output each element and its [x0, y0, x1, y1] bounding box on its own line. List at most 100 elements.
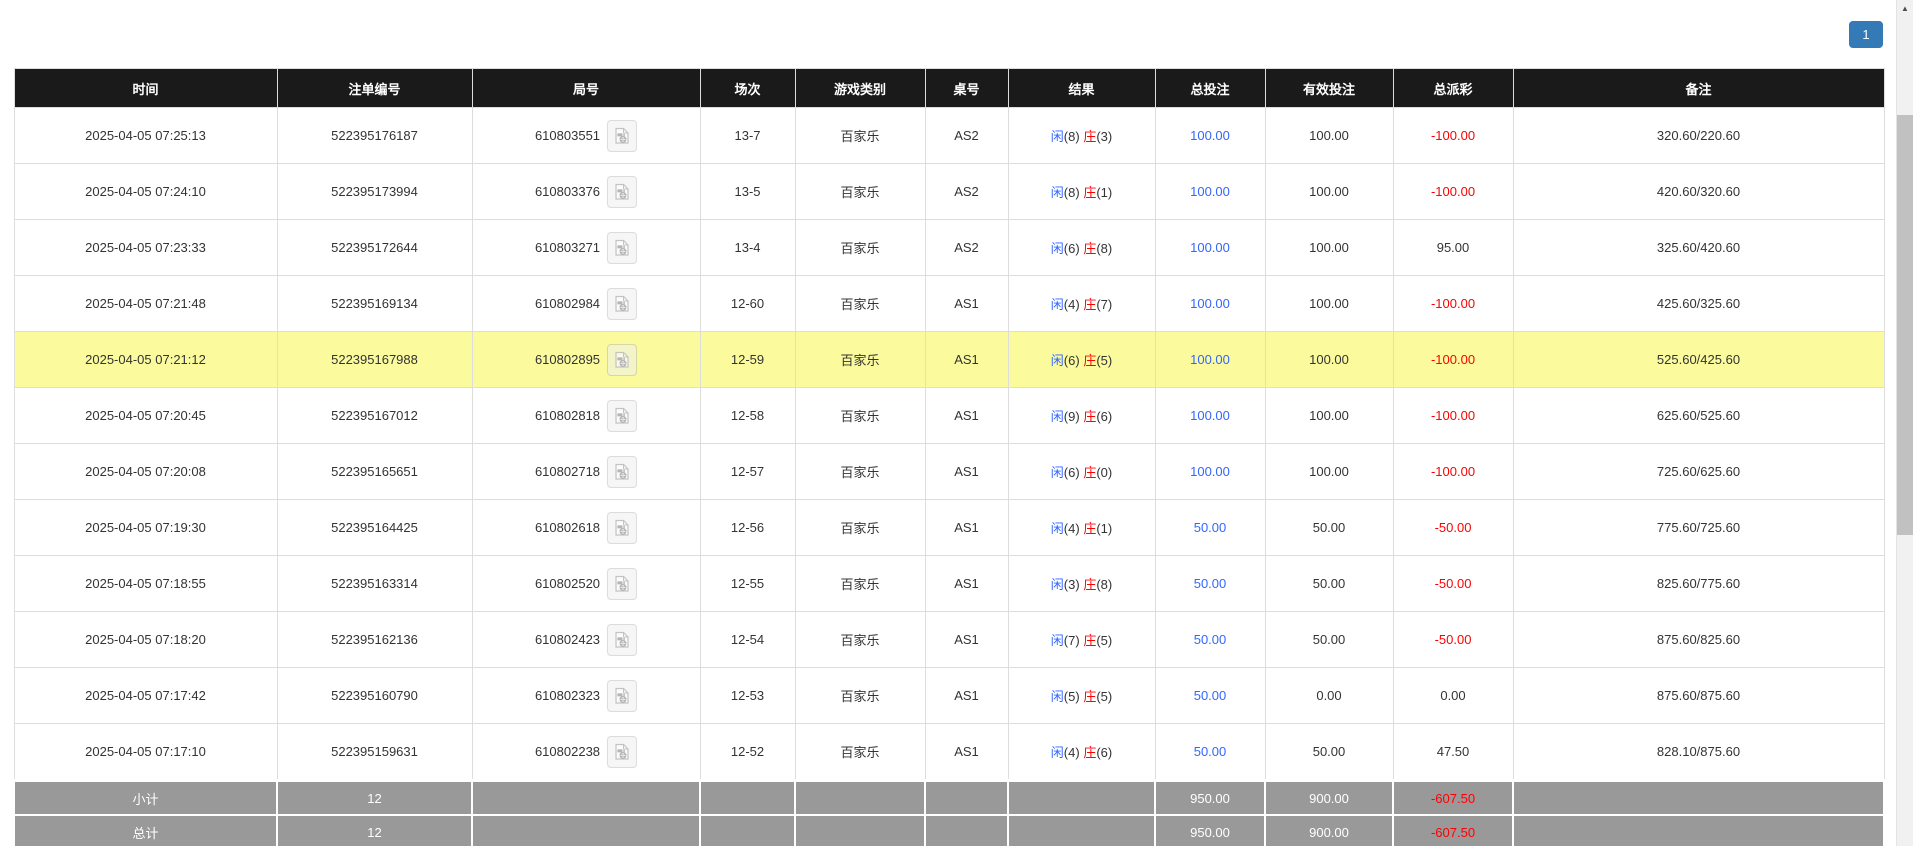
cell-payout: -50.00: [1392, 499, 1514, 556]
cell-payout: -100.00: [1392, 387, 1514, 444]
result-banker-label: 庄: [1083, 745, 1097, 760]
cell-table-no: AS1: [924, 275, 1009, 332]
video-replay-button[interactable]: [607, 567, 638, 600]
video-replay-button[interactable]: [607, 399, 638, 432]
result-banker-label: 庄: [1083, 297, 1097, 312]
result-banker-points: (8): [1096, 577, 1113, 592]
cell-table-no: AS1: [924, 611, 1009, 668]
cell-bet-id: 522395159631: [276, 723, 473, 781]
result-banker-points: (5): [1096, 353, 1113, 368]
result-player-label: 闲: [1050, 353, 1064, 368]
cell-round: 610803376: [471, 163, 701, 220]
grand-total-session-empty: [699, 814, 796, 846]
video-replay-button[interactable]: [607, 735, 638, 768]
grand-total-count: 12: [276, 814, 473, 846]
cell-remark: 320.60/220.60: [1512, 107, 1885, 164]
cell-session: 12-60: [699, 275, 796, 332]
scrollbar-up-arrow-icon[interactable]: ▲: [1901, 4, 1909, 13]
cell-bet-id: 522395167988: [276, 331, 473, 388]
table-row[interactable]: 2025-04-05 07:18:55 522395163314 610802520…: [13, 555, 1885, 612]
subtotal-round-empty: [471, 779, 701, 816]
grand-total-valid-bet: 900.00: [1264, 814, 1394, 846]
video-replay-button[interactable]: [607, 231, 638, 264]
cell-remark: 875.60/825.60: [1512, 611, 1885, 668]
column-header-1: 注单编号: [276, 68, 473, 108]
table-row[interactable]: 2025-04-05 07:21:48 522395169134 610802984…: [13, 275, 1885, 332]
cell-session: 13-4: [699, 219, 796, 276]
table-row[interactable]: 2025-04-05 07:17:42 522395160790 610802323…: [13, 667, 1885, 724]
round-number: 610802618: [534, 520, 601, 535]
cell-total-bet[interactable]: 100.00: [1154, 275, 1266, 332]
scrollbar-thumb[interactable]: [1897, 115, 1913, 535]
cell-table-no: AS2: [924, 163, 1009, 220]
result-player-points: (6): [1063, 465, 1080, 480]
cell-bet-id: 522395173994: [276, 163, 473, 220]
video-replay-button[interactable]: [607, 175, 638, 208]
result-player-points: (7): [1063, 633, 1080, 648]
cell-time: 2025-04-05 07:17:42: [13, 667, 278, 724]
cell-total-bet[interactable]: 50.00: [1154, 499, 1266, 556]
cell-total-bet[interactable]: 100.00: [1154, 331, 1266, 388]
cell-total-bet[interactable]: 50.00: [1154, 667, 1266, 724]
cell-round: 610802984: [471, 275, 701, 332]
cell-table-no: AS1: [924, 555, 1009, 612]
result-player-points: (4): [1063, 297, 1080, 312]
round-group: 610802323: [535, 679, 638, 712]
result-player-points: (4): [1063, 521, 1080, 536]
bet-records-table: 时间 注单编号 局号 场次 游戏类别 桌号 结果 总投注 有效投注 总派彩 备注 2025-04-0…: [13, 68, 1885, 846]
cell-table-no: AS1: [924, 723, 1009, 781]
table-row[interactable]: 2025-04-05 07:19:30 522395164425 610802618…: [13, 499, 1885, 556]
result-banker-points: (3): [1096, 129, 1113, 144]
cell-total-bet[interactable]: 50.00: [1154, 555, 1266, 612]
cell-valid-bet: 50.00: [1264, 611, 1394, 668]
pagination-page-1-button[interactable]: 1: [1849, 21, 1883, 48]
table-row[interactable]: 2025-04-05 07:20:08 522395165651 610802718…: [13, 443, 1885, 500]
video-replay-button[interactable]: [607, 455, 638, 488]
cell-result: 闲(4) 庄(6): [1007, 723, 1156, 781]
table-row[interactable]: 2025-04-05 07:18:20 522395162136 610802423…: [13, 611, 1885, 668]
cell-total-bet[interactable]: 100.00: [1154, 387, 1266, 444]
cell-session: 12-57: [699, 443, 796, 500]
video-replay-button[interactable]: [607, 679, 638, 712]
cell-valid-bet: 100.00: [1264, 331, 1394, 388]
cell-round: 610802618: [471, 499, 701, 556]
video-replay-button[interactable]: [607, 511, 638, 544]
table-row[interactable]: 2025-04-05 07:17:10 522395159631 610802238…: [13, 723, 1885, 781]
result-banker-points: (6): [1096, 745, 1113, 760]
table-row[interactable]: 2025-04-05 07:21:12 522395167988 610802895…: [13, 331, 1885, 388]
result-banker-points: (1): [1096, 521, 1113, 536]
cell-remark: 625.60/525.60: [1512, 387, 1885, 444]
result-banker-points: (8): [1096, 241, 1113, 256]
result-banker-label: 庄: [1083, 129, 1097, 144]
result-banker-label: 庄: [1083, 465, 1097, 480]
cell-total-bet[interactable]: 100.00: [1154, 443, 1266, 500]
table-row[interactable]: 2025-04-05 07:25:13 522395176187 610803551…: [13, 107, 1885, 164]
round-group: 610803551: [535, 119, 638, 152]
result-banker-points: (5): [1096, 689, 1113, 704]
vertical-scrollbar[interactable]: ▲: [1896, 0, 1913, 846]
table-row[interactable]: 2025-04-05 07:20:45 522395167012 610802818…: [13, 387, 1885, 444]
cell-valid-bet: 50.00: [1264, 499, 1394, 556]
result-banker-label: 庄: [1083, 521, 1097, 536]
cell-result: 闲(6) 庄(8): [1007, 219, 1156, 276]
cell-total-bet[interactable]: 100.00: [1154, 107, 1266, 164]
video-replay-button[interactable]: [607, 343, 638, 376]
video-replay-button[interactable]: [607, 287, 638, 320]
video-replay-button[interactable]: [607, 623, 638, 656]
cell-total-bet[interactable]: 100.00: [1154, 219, 1266, 276]
table-row[interactable]: 2025-04-05 07:23:33 522395172644 610803271…: [13, 219, 1885, 276]
subtotal-total-bet: 950.00: [1154, 779, 1266, 816]
cell-table-no: AS2: [924, 107, 1009, 164]
cell-result: 闲(5) 庄(5): [1007, 667, 1156, 724]
result-banker-label: 庄: [1083, 185, 1097, 200]
round-group: 610803271: [535, 231, 638, 264]
cell-time: 2025-04-05 07:18:55: [13, 555, 278, 612]
table-row[interactable]: 2025-04-05 07:24:10 522395173994 610803376…: [13, 163, 1885, 220]
cell-total-bet[interactable]: 50.00: [1154, 723, 1266, 781]
cell-total-bet[interactable]: 100.00: [1154, 163, 1266, 220]
result-banker-label: 庄: [1083, 409, 1097, 424]
video-replay-button[interactable]: [607, 119, 638, 152]
result-banker-points: (0): [1096, 465, 1113, 480]
result-player-points: (8): [1063, 129, 1080, 144]
cell-total-bet[interactable]: 50.00: [1154, 611, 1266, 668]
